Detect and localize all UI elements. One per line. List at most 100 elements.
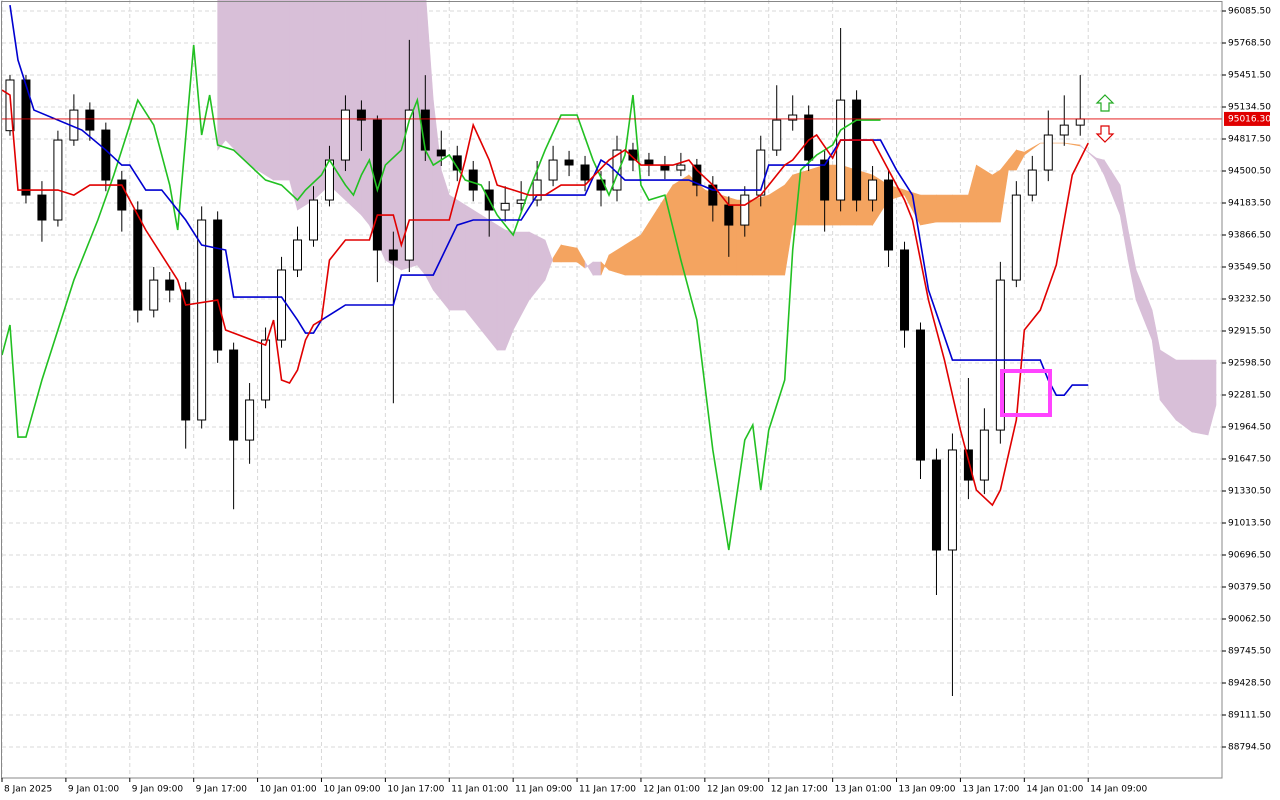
highlight-box xyxy=(1000,369,1052,417)
x-tick-label: 11 Jan 09:00 xyxy=(515,785,572,795)
cloud-segment xyxy=(313,0,330,201)
y-tick-label: 95451.50 xyxy=(1228,71,1271,81)
indicator-line xyxy=(9,4,1089,396)
cloud-segment xyxy=(976,164,993,223)
candle-body xyxy=(404,109,414,261)
candle-body xyxy=(1059,124,1069,136)
y-tick-label: 91330.50 xyxy=(1228,487,1271,497)
y-tick-label: 94183.50 xyxy=(1228,199,1271,209)
y-tick-label: 96085.50 xyxy=(1228,7,1271,17)
candle-body xyxy=(85,109,95,131)
cloud-segment xyxy=(345,0,362,216)
y-tick-label: 92598.50 xyxy=(1228,359,1271,369)
x-tick-label: 12 Jan 17:00 xyxy=(771,785,828,795)
x-tick-label: 9 Jan 17:00 xyxy=(196,785,248,795)
current-price-tag xyxy=(1224,111,1270,126)
candle-body xyxy=(532,179,542,201)
cloud-segment xyxy=(273,0,290,181)
candle-body xyxy=(452,155,462,171)
y-tick-label: 88794.50 xyxy=(1228,742,1271,752)
candle-body xyxy=(820,159,830,201)
candle-body xyxy=(21,79,31,196)
x-tick-label: 10 Jan 09:00 xyxy=(323,785,380,795)
cloud-segment xyxy=(496,224,506,351)
y-tick-label: 90379.50 xyxy=(1228,583,1271,593)
candle-body xyxy=(165,279,175,291)
candle-body xyxy=(1027,169,1037,196)
cloud-segment xyxy=(464,204,482,331)
cloud-segment xyxy=(752,194,770,276)
x-tick-label: 12 Jan 09:00 xyxy=(707,785,764,795)
y-tick-label: 93866.50 xyxy=(1228,231,1271,241)
cloud-segment xyxy=(217,0,226,151)
x-tick-label: 13 Jan 17:00 xyxy=(962,785,1019,795)
cloud-segment xyxy=(560,244,578,263)
candle-body xyxy=(133,209,143,311)
candle-body xyxy=(1011,194,1021,281)
y-tick-label: 92281.50 xyxy=(1228,391,1271,401)
candle-body xyxy=(868,179,878,201)
candle-body xyxy=(37,194,47,221)
buy-arrow xyxy=(1095,94,1115,112)
x-tick-label: 14 Jan 09:00 xyxy=(1090,785,1147,795)
candle-body xyxy=(740,194,750,226)
candle-body xyxy=(149,279,159,311)
candle-body xyxy=(947,449,957,551)
candle-body xyxy=(628,149,638,161)
x-tick-label: 9 Jan 01:00 xyxy=(68,785,120,795)
candle-body xyxy=(900,249,910,331)
y-tick-label: 95768.50 xyxy=(1228,39,1271,49)
cloud-segment xyxy=(920,194,937,226)
candle-body xyxy=(53,139,63,221)
candle-body xyxy=(372,119,382,251)
candle-body xyxy=(213,219,223,351)
x-tick-label: 9 Jan 09:00 xyxy=(132,785,184,795)
candle-body xyxy=(612,149,622,191)
cloud-segment xyxy=(936,194,953,223)
cloud-segment xyxy=(952,194,969,223)
candle-body xyxy=(356,109,366,121)
y-tick-label: 91013.50 xyxy=(1228,519,1271,529)
candle-body xyxy=(117,179,127,211)
candle-body xyxy=(692,164,702,186)
candle-body xyxy=(5,79,15,132)
y-tick-label: 93549.50 xyxy=(1228,263,1271,273)
indicator-line xyxy=(1,89,1089,507)
x-tick-label: 8 Jan 2025 xyxy=(4,785,52,795)
plot-area xyxy=(1,0,1222,696)
axes: 96085.50 95768.50 95451.50 95134.50 94817.50… xyxy=(1,7,1271,795)
candle-body xyxy=(277,269,287,341)
x-tick-label: 11 Jan 01:00 xyxy=(451,785,508,795)
cloud-segment xyxy=(1175,359,1193,433)
candle-body xyxy=(852,99,862,201)
cloud-segment xyxy=(1024,142,1041,156)
candle-body xyxy=(676,164,686,171)
cloud-segment xyxy=(592,261,602,276)
candle-body xyxy=(884,179,894,251)
y-tick-label: 90696.50 xyxy=(1228,551,1271,561)
cloud-segment xyxy=(297,0,314,211)
x-tick-label: 13 Jan 09:00 xyxy=(899,785,956,795)
candle-body xyxy=(1043,134,1053,171)
candle-body xyxy=(788,114,798,121)
y-tick-label: 94500.50 xyxy=(1228,167,1271,177)
x-tick-label: 12 Jan 01:00 xyxy=(643,785,700,795)
candle-body xyxy=(580,164,590,181)
current-price-label: 95016.30 xyxy=(1228,114,1271,124)
y-tick-label: 93232.50 xyxy=(1228,295,1271,305)
y-tick-label: 91647.50 xyxy=(1228,455,1271,465)
cloud-segment xyxy=(249,0,274,181)
indicator-line xyxy=(1,45,881,551)
candle-body xyxy=(245,399,255,441)
y-tick-label: 89428.50 xyxy=(1228,678,1271,688)
candle-body xyxy=(724,204,734,226)
x-tick-label: 10 Jan 01:00 xyxy=(260,785,317,795)
candle-body xyxy=(548,159,558,181)
candle-body xyxy=(388,249,398,261)
x-tick-label: 11 Jan 17:00 xyxy=(579,785,636,795)
candle-body xyxy=(995,279,1005,431)
candle-body xyxy=(293,239,303,271)
candle-body xyxy=(229,349,239,441)
cloud-segment xyxy=(1207,359,1217,436)
y-tick-label: 94817.50 xyxy=(1228,135,1271,145)
